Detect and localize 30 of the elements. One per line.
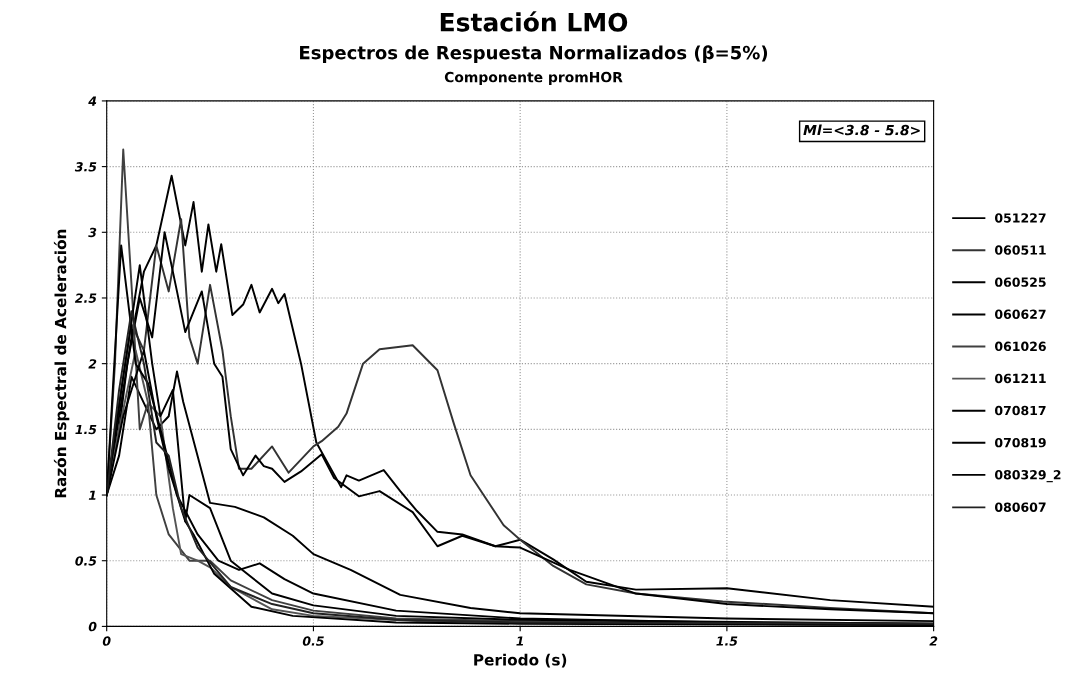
x-tick-label: 0.5 [302,636,324,646]
legend-label: 080329_2 [994,470,1061,483]
x-tick-label: 1 [516,636,524,646]
legend-label: 080607 [994,502,1046,512]
y-axis-title: Razón Espectral de Aceleración [53,229,70,498]
chart-subtitle: Espectros de Respuesta Normalizados (β=5%) [300,45,768,63]
y-tick-label: 1 [88,490,96,500]
y-tick-label: 3 [88,227,97,238]
y-tick-label: 0.5 [75,556,97,566]
legend-label: 061211 [994,373,1046,384]
x-tick-label: 1.5 [716,636,738,646]
y-tick-label: 1.5 [75,424,97,435]
legend-label: 070817 [994,405,1046,416]
x-tick-label: 2 [929,636,938,646]
x-axis-title: Periodo (s) [474,653,567,668]
y-tick-label: 2 [88,359,97,369]
x-tick-label: 0 [102,636,111,646]
chart-title: Estación LMO [440,11,628,32]
y-tick-label: 0 [88,621,97,632]
text: Componente promHOR [444,71,623,86]
y-tick-label: 2.5 [74,293,97,303]
legend-label: 060511 [994,245,1046,255]
legend-label: 060525 [994,277,1046,287]
legend-label: 070819 [994,437,1046,448]
legend-label: 061026 [994,341,1046,352]
legend-label: 060627 [994,309,1046,319]
annotation: Ml=<3.8 - 5.8> [803,124,920,136]
legend-label: 051227 [994,213,1046,223]
y-tick-label: 4 [88,96,97,106]
y-tick-label: 3.5 [74,162,97,172]
